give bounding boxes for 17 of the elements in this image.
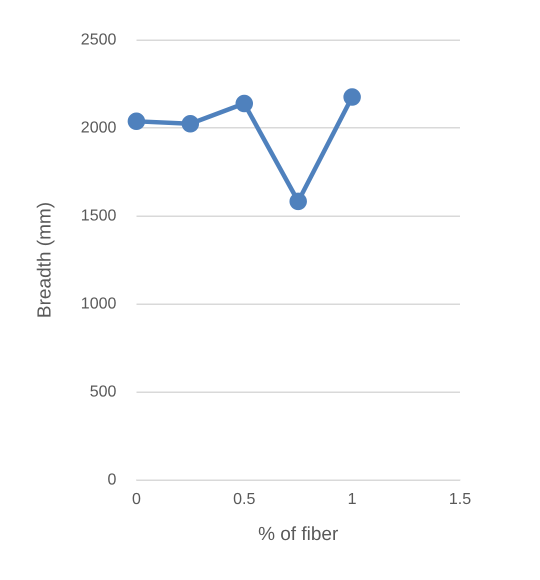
y-tick-label: 2000 xyxy=(80,119,116,136)
y-axis-title: Breadth (mm) xyxy=(34,202,56,318)
y-tick-label: 500 xyxy=(90,383,116,400)
y-tick-label: 1500 xyxy=(80,207,116,224)
point xyxy=(289,192,307,210)
x-tick-label: 1 xyxy=(348,491,357,508)
point xyxy=(128,112,146,130)
x-tick-label: 0 xyxy=(132,491,141,508)
x-tick-label: 0.5 xyxy=(233,491,256,508)
y-tick-label: 0 xyxy=(107,471,116,488)
point xyxy=(182,115,200,133)
x-axis-title: % of fiber xyxy=(258,524,339,545)
y-tick-label: 1000 xyxy=(80,295,116,312)
point xyxy=(343,88,361,106)
x-tick-label: 1.5 xyxy=(448,491,472,508)
point xyxy=(236,94,254,112)
y-tick-label: 2500 xyxy=(80,31,116,48)
